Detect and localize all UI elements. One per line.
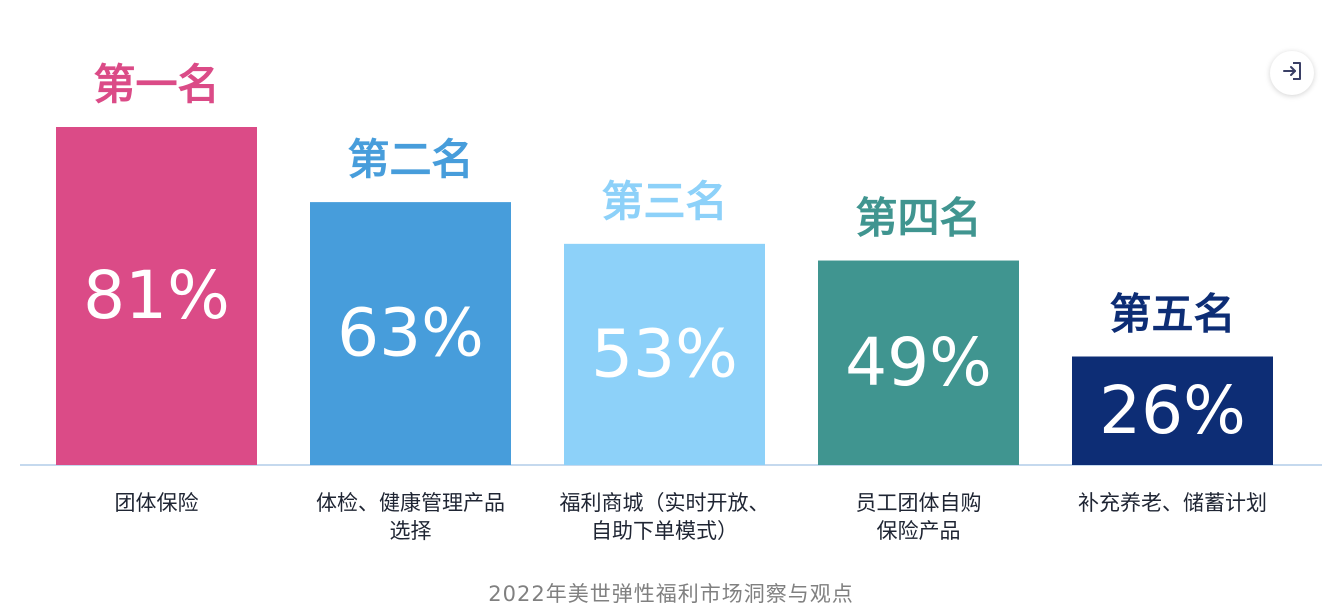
- rank-label-4: 第四名: [855, 194, 981, 243]
- bar-3: [564, 243, 765, 465]
- rank-label-5: 第五名: [1109, 290, 1235, 339]
- value-label-2: 63%: [337, 295, 484, 372]
- category-label-4-line-2: 保险产品: [877, 519, 961, 543]
- category-label-3-line-2: 自助下单模式）: [591, 519, 738, 543]
- category-label-4-line-1: 员工团体自购: [856, 491, 982, 515]
- category-label-3-line-1: 福利商城（实时开放、: [560, 491, 770, 515]
- rank-label-3: 第三名: [601, 177, 727, 226]
- bar-2: [310, 202, 511, 465]
- value-label-5: 26%: [1099, 372, 1246, 449]
- category-label-1: 团体保险: [115, 491, 199, 515]
- rank-label-1: 第一名: [93, 60, 219, 109]
- category-label-5: 补充养老、储蓄计划: [1078, 491, 1267, 515]
- category-label-2-line-1: 体检、健康管理产品: [316, 491, 505, 515]
- chart-caption: 2022年美世弹性福利市场洞察与观点: [488, 582, 854, 606]
- bar-4: [818, 260, 1019, 465]
- value-label-4: 49%: [845, 324, 992, 401]
- value-label-1: 81%: [83, 257, 230, 334]
- bar-5: [1072, 356, 1273, 465]
- value-label-3: 53%: [591, 315, 738, 392]
- rank-label-2: 第二名: [347, 135, 473, 184]
- exit-icon: [1281, 60, 1303, 86]
- category-label-2-line-2: 选择: [390, 519, 432, 543]
- bar-1: [56, 127, 257, 465]
- exit-button[interactable]: [1270, 51, 1314, 95]
